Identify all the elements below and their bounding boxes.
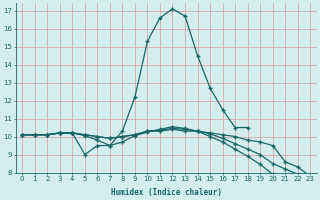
X-axis label: Humidex (Indice chaleur): Humidex (Indice chaleur) bbox=[111, 188, 222, 197]
